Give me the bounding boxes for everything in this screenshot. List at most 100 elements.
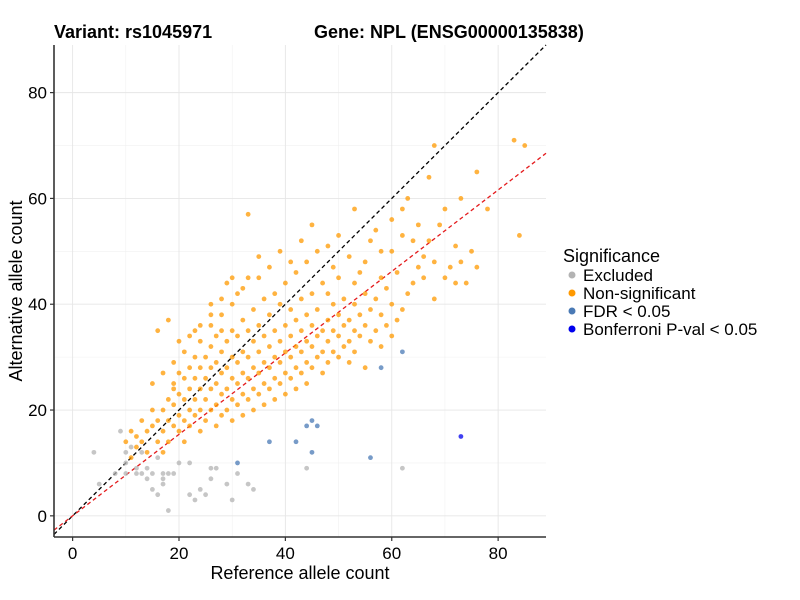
point-non-significant bbox=[288, 354, 294, 360]
point-non-significant bbox=[224, 280, 230, 286]
point-non-significant bbox=[203, 397, 208, 402]
point-non-significant bbox=[405, 196, 411, 201]
point-non-significant bbox=[362, 291, 368, 297]
point-non-significant bbox=[197, 365, 203, 371]
point-non-significant bbox=[399, 307, 405, 312]
point-non-significant bbox=[208, 312, 214, 318]
point-excluded bbox=[112, 471, 118, 476]
data-points bbox=[91, 137, 528, 513]
point-non-significant bbox=[187, 423, 193, 429]
point-excluded bbox=[139, 471, 145, 476]
point-non-significant bbox=[272, 397, 278, 402]
point-excluded bbox=[91, 449, 97, 455]
point-non-significant bbox=[224, 338, 230, 344]
point-non-significant bbox=[187, 386, 193, 392]
x-tick-label: 0 bbox=[68, 544, 77, 563]
point-excluded bbox=[165, 508, 171, 513]
point-non-significant bbox=[139, 439, 145, 445]
point-non-significant bbox=[261, 333, 267, 339]
point-non-significant bbox=[219, 370, 224, 376]
point-excluded bbox=[171, 471, 177, 476]
point-non-significant bbox=[341, 296, 347, 302]
point-non-significant bbox=[176, 428, 182, 434]
axis-ticks: 0 20 40 60 80 0 20 40 60 80 bbox=[28, 84, 508, 563]
point-excluded bbox=[118, 428, 123, 434]
point-non-significant bbox=[341, 344, 347, 349]
point-non-significant bbox=[410, 238, 416, 244]
point-non-significant bbox=[256, 254, 262, 260]
point-non-significant bbox=[229, 275, 235, 281]
point-excluded bbox=[160, 471, 166, 476]
point-excluded bbox=[197, 486, 203, 492]
point-non-significant bbox=[267, 365, 272, 371]
fitted-reference-line bbox=[53, 152, 547, 531]
point-non-significant bbox=[362, 365, 368, 371]
point-excluded bbox=[229, 497, 235, 503]
y-tick-label: 80 bbox=[28, 84, 47, 103]
point-non-significant bbox=[171, 423, 177, 429]
point-non-significant bbox=[298, 349, 304, 355]
point-non-significant bbox=[517, 233, 522, 238]
point-non-significant bbox=[378, 275, 384, 281]
point-non-significant bbox=[256, 322, 262, 328]
point-non-significant bbox=[256, 275, 262, 281]
point-fdr-0-05 bbox=[235, 460, 240, 466]
point-non-significant bbox=[203, 375, 208, 381]
point-excluded bbox=[150, 471, 155, 476]
point-non-significant bbox=[357, 270, 363, 275]
point-non-significant bbox=[336, 275, 341, 281]
point-excluded bbox=[123, 471, 129, 476]
point-non-significant bbox=[181, 439, 187, 445]
point-non-significant bbox=[314, 354, 320, 360]
point-non-significant bbox=[235, 381, 240, 386]
point-non-significant bbox=[357, 312, 363, 318]
point-non-significant bbox=[437, 222, 443, 228]
point-non-significant bbox=[368, 238, 373, 244]
point-non-significant bbox=[219, 412, 224, 418]
point-non-significant bbox=[309, 291, 315, 297]
point-non-significant bbox=[197, 322, 203, 328]
point-non-significant bbox=[352, 349, 357, 355]
point-non-significant bbox=[399, 233, 405, 238]
point-non-significant bbox=[298, 296, 304, 302]
point-excluded bbox=[208, 465, 214, 471]
point-non-significant bbox=[320, 328, 326, 334]
point-non-significant bbox=[282, 280, 288, 286]
y-axis-title: Alternative allele count bbox=[6, 200, 26, 381]
point-non-significant bbox=[219, 349, 224, 355]
identity-reference-line bbox=[53, 44, 547, 535]
point-non-significant bbox=[442, 206, 448, 212]
point-non-significant bbox=[192, 328, 198, 334]
point-non-significant bbox=[378, 312, 384, 318]
point-non-significant bbox=[293, 317, 299, 323]
point-excluded bbox=[304, 465, 310, 471]
point-non-significant bbox=[309, 365, 315, 371]
point-excluded bbox=[203, 492, 208, 498]
point-non-significant bbox=[229, 354, 235, 360]
point-non-significant bbox=[336, 233, 341, 238]
point-non-significant bbox=[426, 238, 432, 244]
point-non-significant bbox=[219, 296, 224, 302]
point-non-significant bbox=[160, 407, 166, 413]
point-non-significant bbox=[282, 391, 288, 397]
point-non-significant bbox=[378, 248, 384, 254]
point-non-significant bbox=[282, 322, 288, 328]
point-non-significant bbox=[293, 365, 299, 371]
point-non-significant bbox=[235, 402, 240, 408]
point-non-significant bbox=[373, 227, 379, 233]
point-non-significant bbox=[442, 275, 448, 281]
point-non-significant bbox=[213, 402, 219, 408]
point-non-significant bbox=[251, 307, 256, 312]
point-non-significant bbox=[394, 270, 400, 275]
point-non-significant bbox=[389, 333, 395, 339]
point-fdr-0-05 bbox=[309, 418, 315, 424]
point-non-significant bbox=[128, 428, 134, 434]
point-non-significant bbox=[229, 397, 235, 402]
point-non-significant bbox=[155, 439, 161, 445]
point-non-significant bbox=[165, 418, 171, 424]
legend-label-bonferroni-p-val-0-05: Bonferroni P-val < 0.05 bbox=[583, 320, 757, 339]
point-non-significant bbox=[330, 349, 336, 355]
point-non-significant bbox=[458, 196, 464, 201]
point-non-significant bbox=[251, 386, 256, 392]
point-non-significant bbox=[277, 381, 283, 386]
